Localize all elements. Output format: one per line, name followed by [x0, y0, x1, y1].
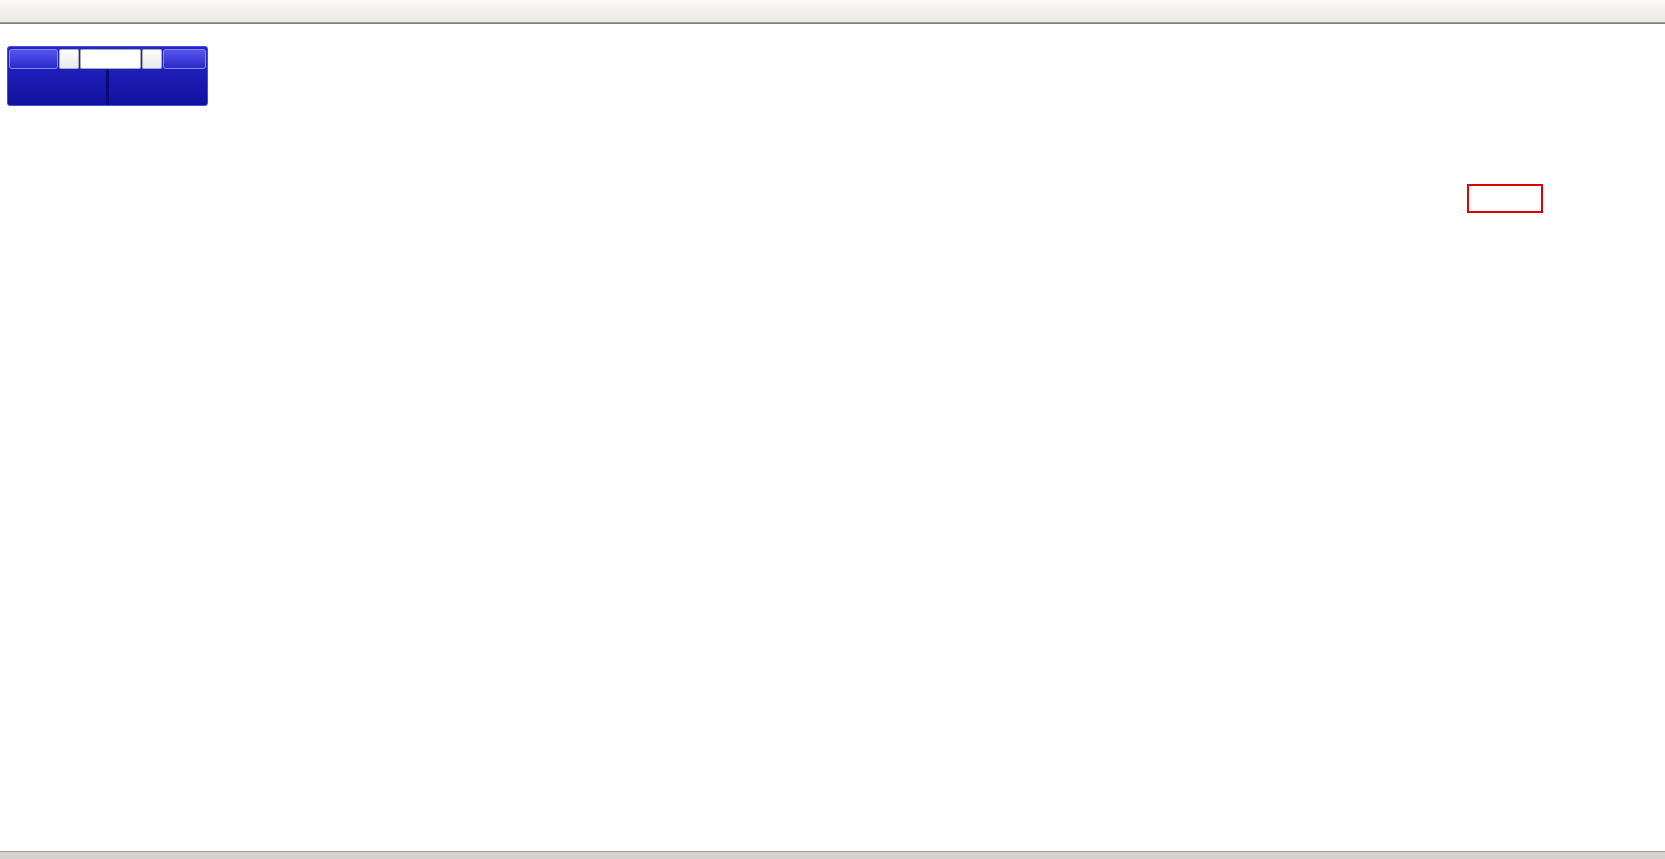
price-divider: [106, 70, 109, 105]
chart-window: [0, 23, 1665, 853]
main-toolbar: [0, 0, 1665, 23]
one-click-trading-panel: [7, 46, 208, 106]
volume-input[interactable]: [79, 49, 142, 69]
sell-button[interactable]: [9, 49, 58, 69]
sell-price-display[interactable]: [8, 70, 106, 105]
volume-increase-button[interactable]: [142, 49, 163, 69]
window-bottom-edge: [0, 851, 1665, 859]
buy-button[interactable]: [163, 49, 207, 69]
buy-price-display[interactable]: [109, 70, 207, 105]
volume-decrease-button[interactable]: [58, 49, 79, 69]
